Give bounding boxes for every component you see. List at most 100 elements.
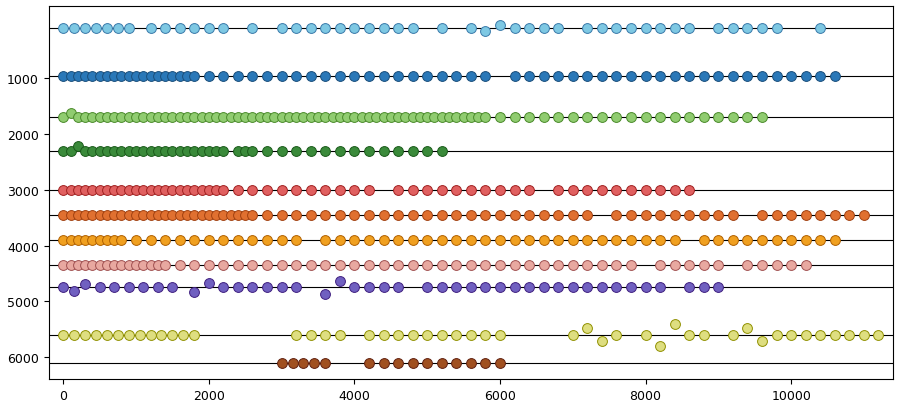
Point xyxy=(93,148,107,155)
Point xyxy=(595,26,609,32)
Point xyxy=(638,26,652,32)
Point xyxy=(442,115,456,121)
Point xyxy=(508,284,522,291)
Point xyxy=(78,187,93,193)
Point xyxy=(711,284,725,291)
Point xyxy=(307,360,321,366)
Point xyxy=(668,262,682,269)
Point xyxy=(122,73,136,80)
Point xyxy=(420,148,435,155)
Point xyxy=(230,237,245,244)
Point xyxy=(107,187,122,193)
Point xyxy=(362,26,376,32)
Point xyxy=(449,262,464,269)
Point xyxy=(70,212,85,219)
Point xyxy=(551,284,565,291)
Point xyxy=(536,73,551,80)
Point xyxy=(223,115,238,121)
Point xyxy=(150,148,165,155)
Point xyxy=(478,29,492,35)
Point xyxy=(129,262,143,269)
Point xyxy=(86,148,100,155)
Point xyxy=(246,115,260,121)
Point xyxy=(493,187,508,193)
Point xyxy=(435,26,449,32)
Point xyxy=(405,212,419,219)
Point xyxy=(107,115,122,121)
Point xyxy=(63,212,77,219)
Point xyxy=(362,360,376,366)
Point xyxy=(624,237,638,244)
Point xyxy=(857,332,871,338)
Point xyxy=(187,187,202,193)
Point xyxy=(682,332,697,338)
Point xyxy=(216,148,230,155)
Point xyxy=(333,237,347,244)
Point xyxy=(274,262,289,269)
Point xyxy=(405,262,419,269)
Point xyxy=(173,73,187,80)
Point xyxy=(216,284,230,291)
Point xyxy=(464,115,478,121)
Point xyxy=(536,212,551,219)
Point xyxy=(420,73,435,80)
Point xyxy=(565,332,580,338)
Point xyxy=(871,332,886,338)
Point xyxy=(405,332,419,338)
Point xyxy=(93,262,107,269)
Point xyxy=(478,73,492,80)
Point xyxy=(741,262,755,269)
Point xyxy=(100,212,114,219)
Point xyxy=(493,332,508,338)
Point xyxy=(158,237,172,244)
Point xyxy=(464,332,478,338)
Point xyxy=(93,284,107,291)
Point xyxy=(456,115,471,121)
Point xyxy=(318,262,332,269)
Point xyxy=(78,332,93,338)
Point xyxy=(56,212,70,219)
Point xyxy=(478,284,492,291)
Point xyxy=(143,187,157,193)
Point xyxy=(202,73,216,80)
Point xyxy=(755,26,770,32)
Point xyxy=(100,237,114,244)
Point xyxy=(376,284,391,291)
Point xyxy=(78,237,93,244)
Point xyxy=(326,115,340,121)
Point xyxy=(202,115,216,121)
Point xyxy=(216,187,230,193)
Point xyxy=(652,26,667,32)
Point xyxy=(86,262,100,269)
Point xyxy=(652,187,667,193)
Point xyxy=(383,115,398,121)
Point xyxy=(56,284,70,291)
Point xyxy=(333,332,347,338)
Point xyxy=(333,73,347,80)
Point xyxy=(435,187,449,193)
Point xyxy=(56,262,70,269)
Point xyxy=(551,26,565,32)
Point xyxy=(493,212,508,219)
Point xyxy=(784,73,798,80)
Point xyxy=(230,148,245,155)
Point xyxy=(624,26,638,32)
Point xyxy=(376,212,391,219)
Point xyxy=(609,73,624,80)
Point xyxy=(93,115,107,121)
Point xyxy=(122,332,136,338)
Point xyxy=(143,73,157,80)
Point xyxy=(333,148,347,155)
Point xyxy=(303,26,318,32)
Point xyxy=(682,26,697,32)
Point xyxy=(246,262,260,269)
Point xyxy=(711,115,725,121)
Point xyxy=(289,212,303,219)
Point xyxy=(230,284,245,291)
Point xyxy=(697,284,711,291)
Point xyxy=(784,332,798,338)
Point xyxy=(187,26,202,32)
Point xyxy=(187,289,202,295)
Point xyxy=(333,212,347,219)
Point xyxy=(173,115,187,121)
